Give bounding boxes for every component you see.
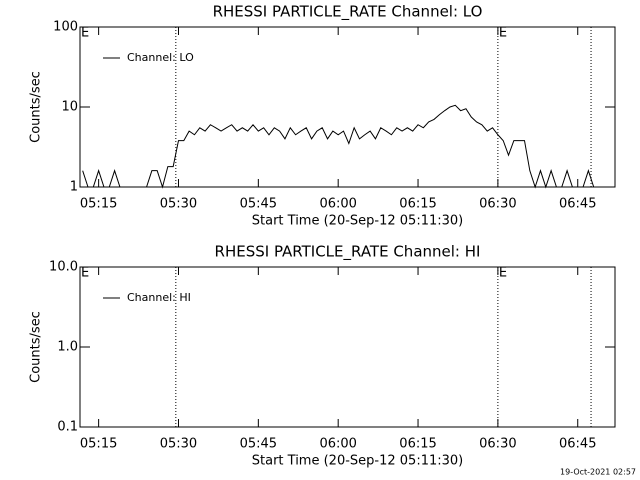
y-axis-label: Counts/sec bbox=[29, 311, 44, 383]
x-tick-label: 06:45 bbox=[559, 197, 596, 212]
x-axis-label: Start Time (20-Sep-12 05:11:30) bbox=[252, 214, 463, 229]
event-label: E bbox=[81, 26, 89, 41]
legend-label: Channel: LO bbox=[127, 51, 194, 64]
event-label: E bbox=[499, 26, 507, 41]
y-axis-label: Counts/sec bbox=[29, 71, 44, 143]
x-tick-label: 05:15 bbox=[80, 197, 117, 212]
data-line bbox=[82, 104, 610, 189]
x-tick-label: 06:30 bbox=[479, 197, 516, 212]
event-label: E bbox=[499, 266, 507, 281]
y-tick-label: 10.0 bbox=[49, 260, 78, 275]
x-tick-label: 05:30 bbox=[160, 197, 197, 212]
x-tick-label: 06:00 bbox=[319, 197, 356, 212]
y-tick-label: 100 bbox=[53, 20, 78, 35]
x-tick-label: 05:45 bbox=[240, 437, 277, 452]
event-label: E bbox=[81, 266, 89, 281]
footer: 19-Oct-2021 02:57 bbox=[560, 468, 636, 477]
x-tick-label: 05:15 bbox=[80, 437, 117, 452]
chart-title: RHESSI PARTICLE_RATE Channel: LO bbox=[213, 3, 483, 22]
x-tick-label: 06:15 bbox=[399, 197, 436, 212]
x-tick-label: 06:30 bbox=[479, 437, 516, 452]
x-tick-label: 06:45 bbox=[559, 437, 596, 452]
y-tick-label: 10 bbox=[61, 100, 78, 115]
y-tick-label: 0.1 bbox=[57, 420, 78, 435]
x-tick-label: 05:30 bbox=[160, 437, 197, 452]
x-tick-label: 06:15 bbox=[399, 437, 436, 452]
y-tick-label: 1.0 bbox=[57, 340, 78, 355]
y-tick-label: 1 bbox=[70, 180, 78, 195]
x-axis-label: Start Time (20-Sep-12 05:11:30) bbox=[252, 454, 463, 469]
x-tick-label: 06:00 bbox=[319, 437, 356, 452]
x-tick-label: 05:45 bbox=[240, 197, 277, 212]
chart-title: RHESSI PARTICLE_RATE Channel: HI bbox=[215, 243, 481, 262]
legend-label: Channel: HI bbox=[127, 291, 191, 304]
